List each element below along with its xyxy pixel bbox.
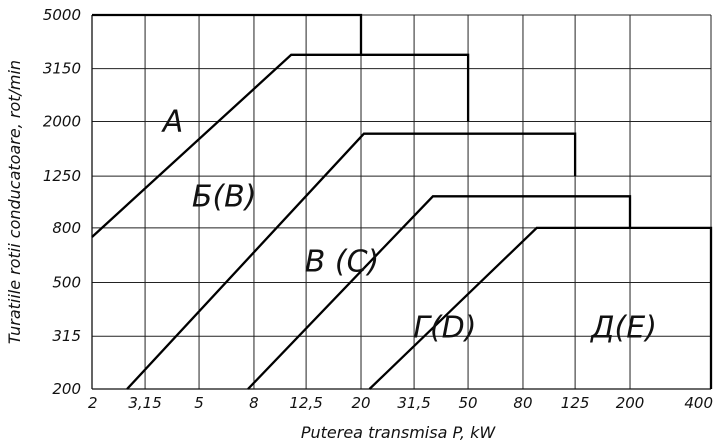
x-tick-label-7: 50 [459,394,478,412]
boundary-line-2 [247,195,632,390]
y-tick-label-6: 3150 [43,60,81,78]
y-tick-label-3: 800 [52,219,81,237]
y-axis-label: Turatiile rotii conducatoare, rot/min [5,60,24,344]
region-label-3: Г(D) [413,310,476,345]
y-tick-label-2: 500 [52,274,81,292]
x-axis-label: Puterea transmisa P, kW [301,423,496,442]
x-tick-label-3: 8 [249,394,259,412]
region-label-1: Б(В) [192,179,257,214]
x-tick-labels: 2 3,15 5 8 12,5 20 31,5 50 80 125 200 400 [88,394,713,412]
region-label-0: А [161,104,184,139]
x-tick-label-6: 31,5 [397,394,430,412]
y-tick-label-0: 200 [52,380,81,398]
x-tick-label-2: 5 [194,394,204,412]
boundary-line-0 [91,53,470,238]
x-tick-label-8: 80 [513,394,532,412]
x-tick-label-10: 200 [616,394,645,412]
y-tick-label-5: 2000 [43,112,81,130]
x-tick-label-5: 20 [351,394,370,412]
zone-boundaries [91,13,713,390]
y-tick-label-7: 5000 [43,6,81,24]
plot-frame [91,15,711,390]
boundary-line-3 [368,226,713,390]
region-label-4: Д(Е) [589,310,657,345]
x-tick-label-9: 125 [561,394,590,412]
x-tick-label-11: 400 [684,394,713,412]
region-labels: А Б(В) В (С) Г(D) Д(Е) [161,104,657,345]
boundary-line-1 [126,132,577,390]
boundary-line-4 [92,13,363,55]
y-tick-label-4: 1250 [43,167,81,185]
x-tick-label-4: 12,5 [289,394,322,412]
region-label-2: В (С) [305,244,379,279]
y-tick-labels: 200 315 500 800 1250 2000 3150 5000 [43,6,81,398]
x-tick-label-1: 3,15 [128,394,161,412]
y-tick-label-1: 315 [52,327,81,345]
x-tick-label-0: 2 [88,394,98,412]
